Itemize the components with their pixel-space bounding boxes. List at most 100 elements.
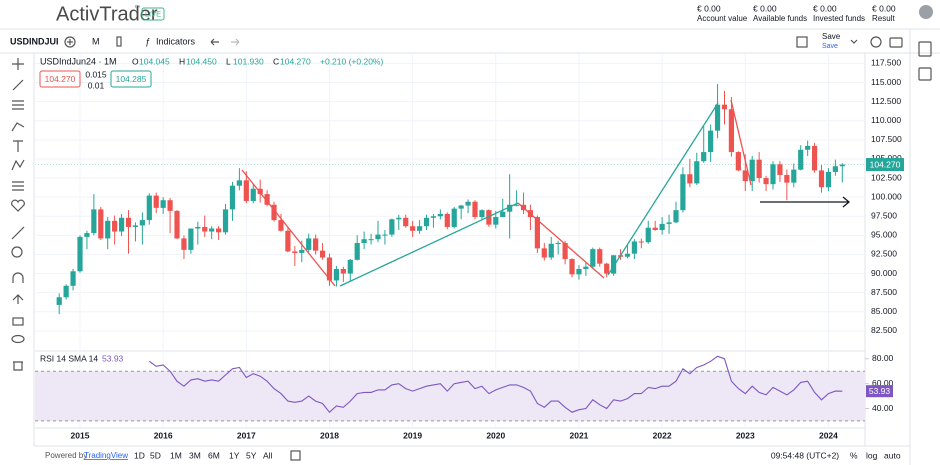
header-bar xyxy=(0,0,940,29)
range-button[interactable]: 6M xyxy=(208,450,220,460)
candle-body xyxy=(777,164,783,175)
candle-body xyxy=(784,174,790,183)
chart-type-icon[interactable] xyxy=(116,36,122,47)
settings[interactable] xyxy=(870,36,882,48)
candle-body xyxy=(340,268,346,274)
trend-line[interactable] xyxy=(607,102,719,276)
pattern-tool[interactable] xyxy=(11,159,25,171)
candle-body xyxy=(694,161,700,184)
candle-body xyxy=(604,263,610,274)
candle-body xyxy=(354,243,360,260)
range-button[interactable]: 5Y xyxy=(246,450,257,460)
candle-body xyxy=(728,109,735,153)
ohlc-value: 104.045 xyxy=(139,56,170,66)
clock: 09:54:48 (UTC+2) xyxy=(771,450,839,460)
lock-tool[interactable] xyxy=(12,317,24,326)
prediction-tool[interactable] xyxy=(12,181,24,191)
x-tick-label: 2022 xyxy=(653,430,672,440)
fib-tool[interactable] xyxy=(12,100,24,110)
candle-body xyxy=(56,297,62,305)
rsi-name: RSI 14 SMA 14 xyxy=(40,353,98,363)
price-label-box xyxy=(866,158,904,172)
arrow[interactable] xyxy=(760,196,851,208)
scale-option[interactable]: auto xyxy=(884,450,901,460)
candle-body xyxy=(84,233,90,237)
range-button[interactable]: All xyxy=(263,450,273,460)
range-button[interactable]: 1Y xyxy=(229,450,240,460)
range-button[interactable]: 3M xyxy=(189,450,201,460)
range-button[interactable]: 1D xyxy=(134,450,145,460)
y-tick-label: 110.000 xyxy=(871,115,901,125)
candle-body xyxy=(805,145,811,150)
candle-body xyxy=(299,249,305,253)
candle-body xyxy=(486,210,492,225)
candle-body xyxy=(250,188,256,201)
candle-body xyxy=(472,201,478,218)
candle-body xyxy=(839,164,845,167)
account-value: € 0.00 xyxy=(813,3,837,13)
candle-body xyxy=(701,152,707,162)
candle-body xyxy=(465,201,471,206)
x-tick-label: 2017 xyxy=(237,430,256,440)
candle-body xyxy=(271,204,277,221)
logo[interactable]: ActivTrader xyxy=(56,3,158,25)
line-tool[interactable] xyxy=(12,79,24,91)
icon-tool[interactable] xyxy=(11,199,25,212)
rsi-tick-label: 80.00 xyxy=(872,353,894,363)
visibility-tool[interactable] xyxy=(11,334,25,344)
candle-body xyxy=(437,213,443,217)
candle-body xyxy=(541,248,547,258)
measure-tool[interactable] xyxy=(11,226,25,240)
candle-body xyxy=(479,210,485,218)
magnet-tool[interactable] xyxy=(12,272,24,283)
stay-drawing[interactable] xyxy=(12,294,24,304)
candle-body xyxy=(139,220,145,226)
symbol[interactable]: USDINDJUI xyxy=(10,36,59,46)
candle-body xyxy=(444,213,450,227)
y-tick-label: 102.500 xyxy=(871,172,902,182)
avatar[interactable] xyxy=(919,5,933,19)
candle-body xyxy=(652,227,658,231)
candle-body xyxy=(167,200,173,211)
brush-tool[interactable] xyxy=(11,122,25,132)
trend-line[interactable] xyxy=(339,202,519,287)
trend-line[interactable] xyxy=(517,202,605,279)
scale-option[interactable]: % xyxy=(850,450,858,460)
candle-body xyxy=(493,217,499,225)
candle-body xyxy=(555,243,561,245)
interval[interactable]: M xyxy=(92,36,100,46)
candle-body xyxy=(257,188,263,195)
sell-box[interactable] xyxy=(39,70,81,88)
ohlc-key: L xyxy=(226,56,231,66)
candle-body xyxy=(791,169,797,183)
trend-line[interactable] xyxy=(241,169,336,287)
goto-date[interactable] xyxy=(290,450,301,461)
undo[interactable] xyxy=(210,38,219,46)
ohlc-key: C xyxy=(273,56,279,66)
range-button[interactable]: 5D xyxy=(150,450,161,460)
layout-checkbox[interactable] xyxy=(796,36,808,48)
crosshair-tool[interactable] xyxy=(12,58,24,70)
save-button[interactable]: Save xyxy=(822,32,841,41)
fx-icon: ƒ xyxy=(145,36,150,46)
x-tick-label: 2024 xyxy=(819,430,838,440)
indicators-button[interactable]: Indicators xyxy=(156,36,196,46)
x-tick-label: 2020 xyxy=(486,430,505,440)
candle-body xyxy=(91,209,97,234)
x-tick-label: 2015 xyxy=(71,430,90,440)
scale-option[interactable]: log xyxy=(866,450,878,460)
candle-body xyxy=(423,217,430,227)
trend-line[interactable] xyxy=(730,99,752,186)
text-tool[interactable] xyxy=(13,140,23,152)
tradingview-link[interactable]: TradingView xyxy=(84,451,128,460)
redo[interactable] xyxy=(231,38,240,46)
buy-box[interactable] xyxy=(110,70,152,88)
screenshot[interactable] xyxy=(889,37,903,48)
zoom-tool[interactable] xyxy=(11,246,23,258)
watchlist-icon[interactable] xyxy=(918,41,932,57)
save-menu[interactable] xyxy=(850,39,858,44)
add-symbol[interactable] xyxy=(64,36,76,48)
remove-tool[interactable] xyxy=(13,361,23,371)
range-button[interactable]: 1M xyxy=(170,450,182,460)
calendar-icon[interactable] xyxy=(918,67,932,81)
